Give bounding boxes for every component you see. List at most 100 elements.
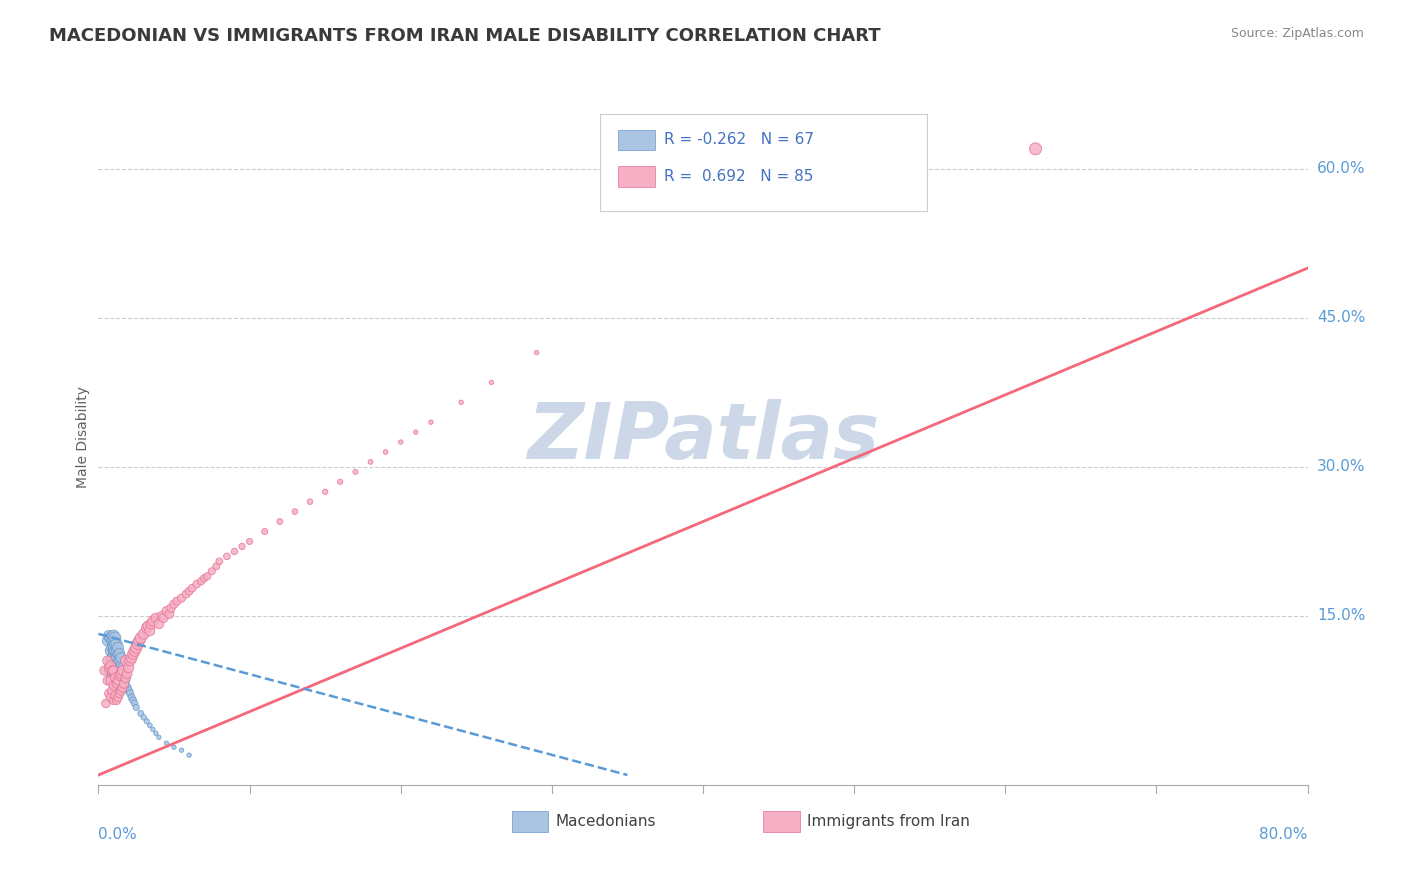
Bar [763,812,800,832]
Point [107,658,129,673]
Point [284,505,307,519]
Point [179,748,201,763]
Text: 60.0%: 60.0% [1317,161,1365,177]
Point [122,647,145,661]
Point [160,601,183,615]
Point [110,664,132,678]
Text: MACEDONIAN VS IMMIGRANTS FROM IRAN MALE DISABILITY CORRELATION CHART: MACEDONIAN VS IMMIGRANTS FROM IRAN MALE … [49,27,880,45]
Point [110,671,132,685]
Point [107,654,129,668]
Point [104,631,127,645]
Point [329,475,352,489]
Bar [512,812,548,832]
Point [152,611,174,625]
Point [101,640,124,655]
Point [124,697,146,711]
Point [170,743,193,757]
Point [128,633,150,648]
Point [108,668,131,682]
Point [481,376,503,390]
Point [111,661,134,675]
Point [163,597,186,611]
Point [104,671,127,685]
Point [121,650,143,665]
Point [145,726,167,740]
Point [148,616,170,631]
Point [124,644,146,658]
Point [105,658,128,673]
Point [112,664,135,678]
Point [150,609,173,624]
Point [120,686,142,700]
Point [121,690,143,705]
Point [103,664,125,678]
FancyBboxPatch shape [600,113,927,211]
Point [120,654,142,668]
Point [108,654,131,668]
Point [108,647,131,661]
Bar [619,129,655,151]
Point [101,664,124,678]
Text: Source: ZipAtlas.com: Source: ZipAtlas.com [1230,27,1364,40]
Point [104,650,127,665]
Point [104,637,127,651]
Point [105,676,128,690]
Point [344,465,367,479]
Point [111,666,134,681]
Point [450,395,472,409]
Point [107,673,129,688]
Point [112,671,135,685]
Point [269,515,291,529]
Point [129,631,152,645]
Point [105,644,128,658]
Point [101,633,124,648]
Point [107,690,129,705]
Point [186,577,208,591]
Bar [619,166,655,186]
Point [125,640,148,655]
Point [103,644,125,658]
Point [110,683,132,698]
Point [405,425,427,439]
Text: Immigrants from Iran: Immigrants from Iran [807,814,970,829]
Point [103,648,125,663]
Point [98,661,121,675]
Point [100,690,122,705]
Point [103,629,125,643]
Point [110,666,132,681]
Point [105,637,128,651]
Point [127,637,149,651]
Point [100,654,122,668]
Point [103,693,125,707]
Text: 0.0%: 0.0% [98,827,138,842]
Point [105,693,128,707]
Point [108,686,131,700]
Point [135,621,157,635]
Point [114,673,136,687]
Point [114,679,136,693]
Point [101,683,124,698]
Point [103,633,125,648]
Point [103,664,125,678]
Point [193,571,215,585]
Point [122,693,145,707]
Point [170,591,193,606]
Point [139,624,162,638]
Text: R = -0.262   N = 67: R = -0.262 N = 67 [664,133,814,147]
Point [98,686,121,700]
Point [96,654,118,668]
Point [101,666,124,681]
Point [110,650,132,665]
Point [115,681,138,695]
Point [114,654,136,668]
Point [314,484,336,499]
Point [103,639,125,653]
Point [155,604,177,618]
Point [155,736,177,750]
Point [93,664,115,678]
Point [104,661,127,675]
Text: 15.0%: 15.0% [1317,608,1365,624]
Point [118,683,141,698]
Point [98,629,121,643]
Text: ZIPatlas: ZIPatlas [527,399,879,475]
